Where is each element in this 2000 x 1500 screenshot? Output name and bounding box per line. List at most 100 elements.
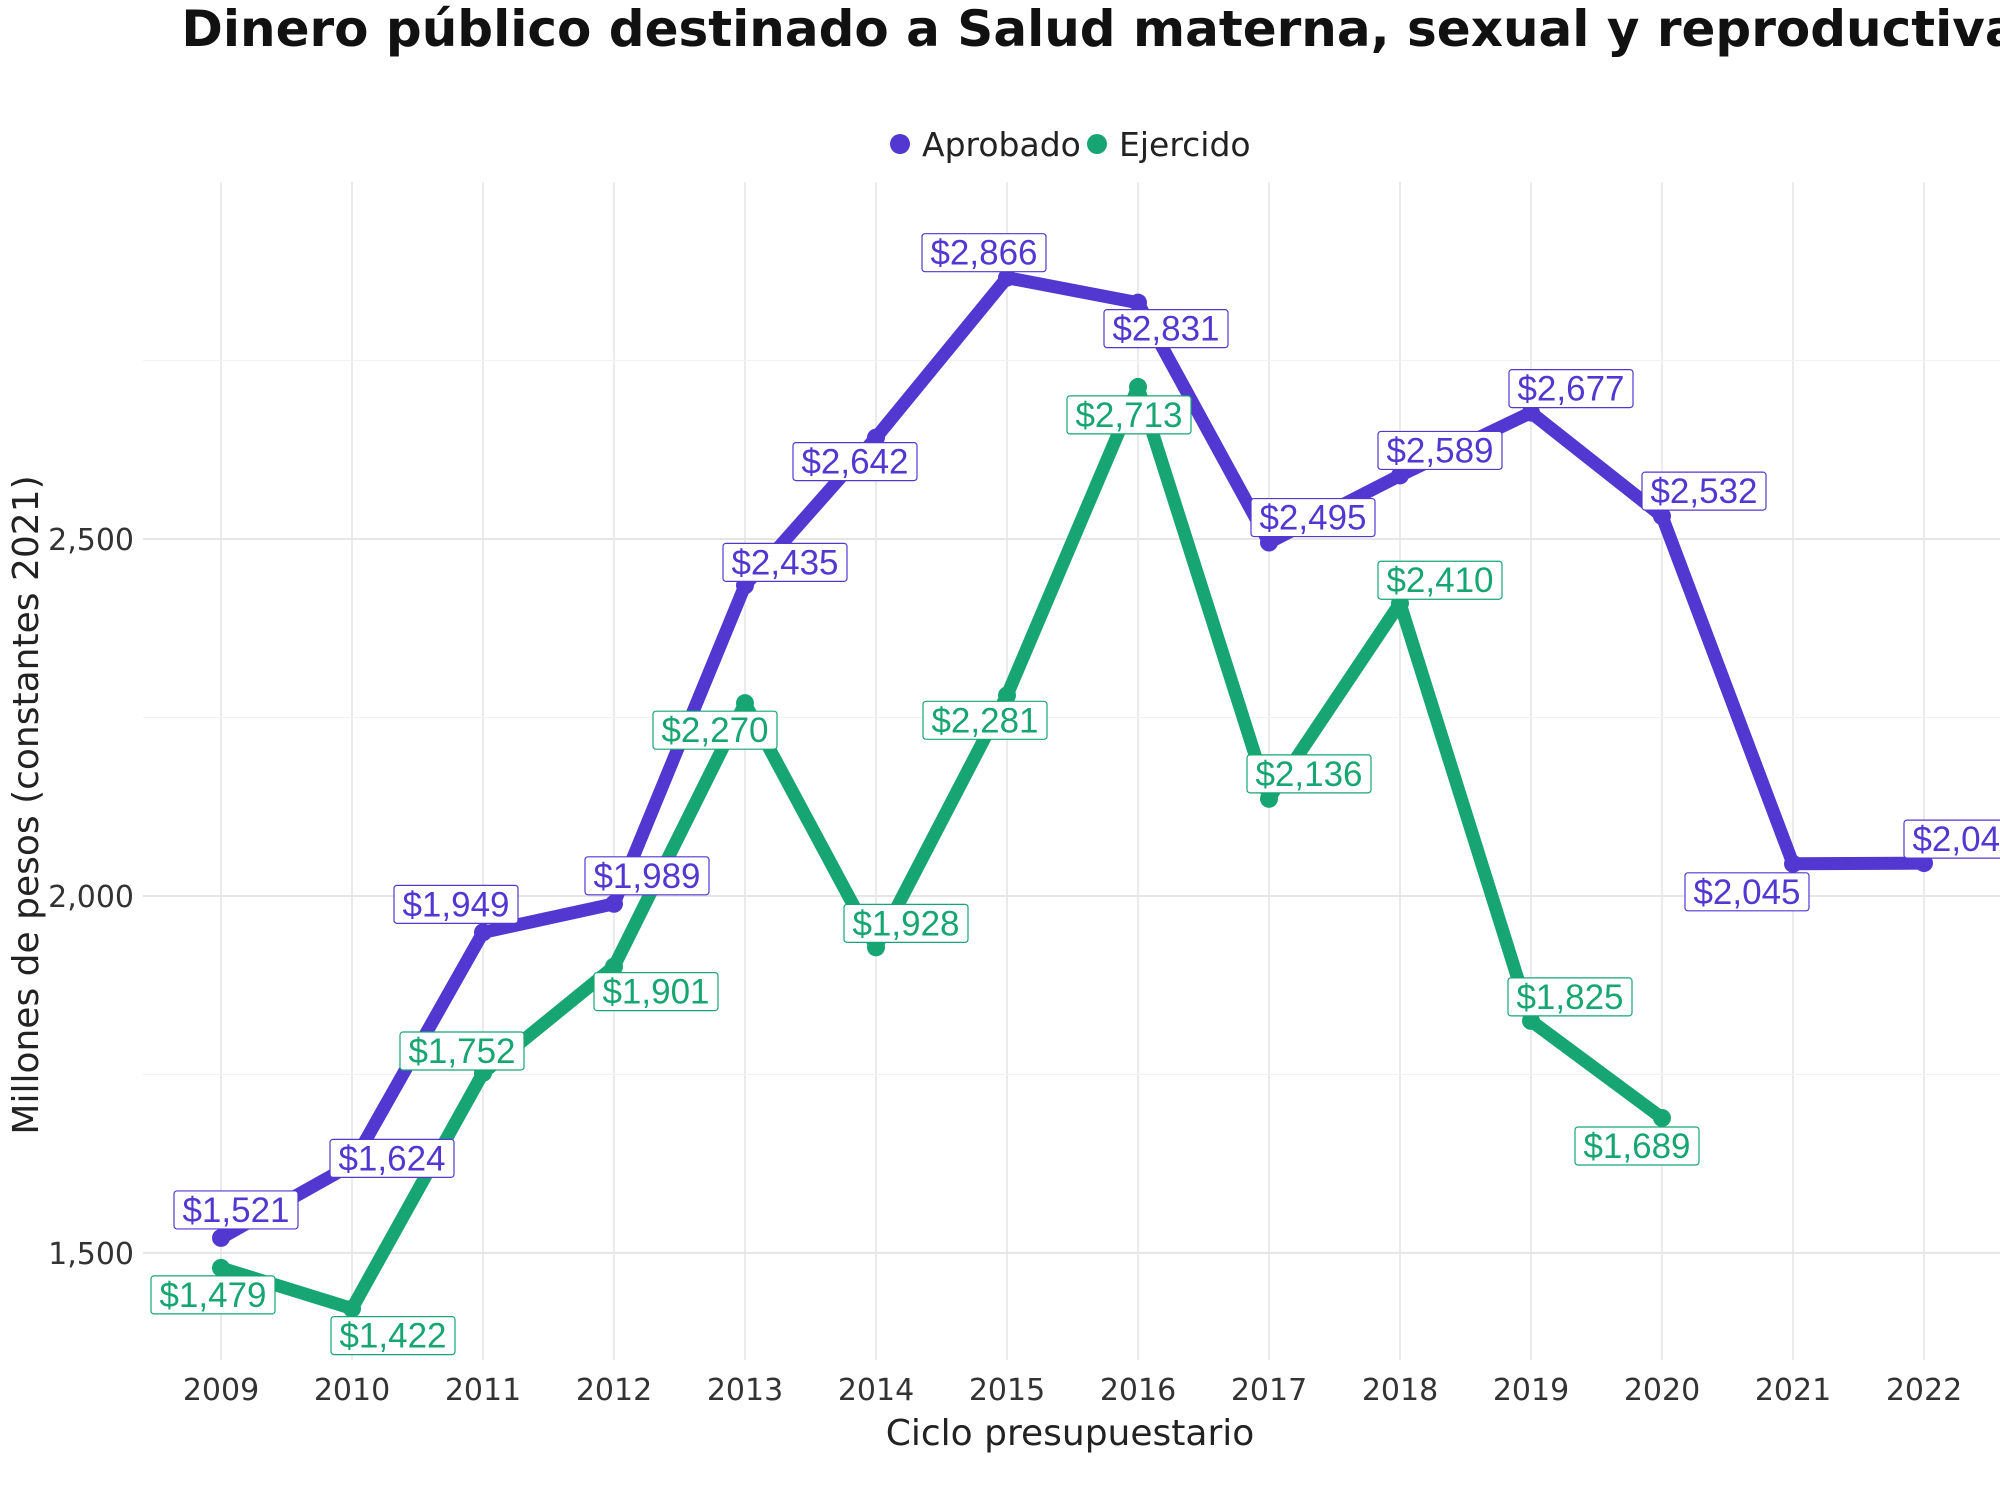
data-label-box (1066, 395, 1192, 435)
data-label-text: $1,949 (402, 885, 509, 924)
data-label-text: $2,270 (661, 711, 768, 750)
data-label-box (150, 1275, 276, 1315)
data-point (212, 1228, 230, 1247)
data-label-ejercido: $2,281 (922, 700, 1048, 740)
data-label-ejercido: $2,270 (652, 710, 778, 750)
legend-item-aprobado: Aprobado (890, 125, 1081, 164)
data-label-aprobado: $1,624 (329, 1138, 455, 1178)
legend-item-ejercido: Ejercido (1087, 125, 1251, 164)
data-label-ejercido: $1,928 (843, 903, 969, 943)
data-labels-layer: $1,521 $1,624 $1,949 $1,989 $2,435 $2,642 $2,8… (150, 233, 2000, 1356)
data-label-box (1508, 369, 1634, 409)
data-label-text: $1,989 (593, 857, 700, 896)
data-label-box (1684, 872, 1810, 912)
y-axis-ticks: 1,500 2,000 2,500 (48, 523, 134, 1272)
data-label-aprobado: $2,831 (1103, 309, 1229, 349)
data-point (1260, 533, 1278, 552)
data-label-ejercido: $1,422 (330, 1315, 456, 1356)
data-point (474, 923, 492, 942)
data-label-text: $2,866 (930, 234, 1037, 273)
data-label-text: $2,589 (1386, 431, 1493, 470)
data-label-text: $2,281 (931, 701, 1038, 740)
data-label-box (922, 700, 1048, 740)
data-label-aprobado: $2,435 (722, 542, 848, 582)
data-point (1784, 854, 1802, 873)
data-label-aprobado: $2,866 (921, 233, 1047, 273)
data-point (1129, 377, 1147, 396)
data-label-ejercido: $2,713 (1066, 395, 1192, 435)
data-label-box (1641, 471, 1767, 511)
data-label-box (1507, 977, 1633, 1017)
data-point (1653, 507, 1671, 526)
data-label-box (399, 1031, 525, 1071)
data-label-aprobado: $1,521 (173, 1190, 299, 1230)
data-label-aprobado: $2,642 (792, 441, 918, 482)
x-tick-label: 2013 (707, 1373, 783, 1408)
legend-label: Ejercido (1119, 125, 1251, 164)
series-line (214, 380, 1669, 1316)
data-label-aprobado: $1,989 (584, 856, 710, 896)
data-label-text: $2,136 (1255, 755, 1362, 794)
series-line (214, 271, 1931, 1245)
data-point (605, 894, 623, 913)
y-tick-label: 2,500 (48, 523, 134, 558)
x-tick-label: 2019 (1493, 1373, 1569, 1408)
x-tick-label: 2017 (1231, 1373, 1307, 1408)
data-label-box (1246, 754, 1372, 794)
data-point (343, 1299, 361, 1318)
data-label-text: $1,928 (852, 904, 959, 943)
data-label-box (330, 1315, 456, 1356)
x-tick-label: 2022 (1886, 1373, 1962, 1408)
data-label-box (921, 233, 1047, 273)
data-point (1260, 789, 1278, 808)
data-label-box (329, 1138, 455, 1178)
data-label-aprobado: $2,532 (1641, 471, 1767, 511)
y-tick-label: 2,000 (48, 880, 134, 915)
data-point (605, 957, 623, 976)
x-tick-label: 2010 (314, 1373, 390, 1408)
data-label-aprobado: $2,495 (1250, 497, 1376, 538)
data-label-text: $1,825 (1516, 978, 1623, 1017)
chart-title: Dinero público destinado a Salud materna… (181, 0, 2000, 58)
data-label-text: $1,479 (159, 1276, 266, 1315)
data-label-text: $1,624 (338, 1139, 445, 1178)
data-point (998, 268, 1016, 287)
data-label-text: $2,045 (1693, 873, 1800, 912)
y-tick-label: 1,500 (48, 1237, 134, 1272)
data-label-text: $2,046 (1912, 820, 2000, 859)
data-label-ejercido: $1,901 (593, 972, 719, 1012)
data-label-box (1103, 309, 1229, 349)
data-label-aprobado: $2,589 (1377, 430, 1503, 470)
data-label-text: $1,521 (182, 1191, 289, 1230)
data-label-box (652, 710, 778, 750)
data-label-aprobado: $2,677 (1508, 369, 1634, 409)
data-label-text: $1,752 (408, 1032, 515, 1071)
x-tick-label: 2014 (838, 1373, 914, 1408)
data-label-ejercido: $1,479 (150, 1275, 276, 1315)
x-tick-label: 2011 (445, 1373, 521, 1408)
data-label-box (1574, 1126, 1700, 1166)
data-label-box (593, 972, 719, 1012)
data-label-ejercido: $1,752 (399, 1031, 525, 1071)
legend-label: Aprobado (922, 125, 1081, 164)
data-label-text: $2,677 (1517, 370, 1624, 409)
data-label-ejercido: $2,410 (1377, 560, 1503, 600)
data-label-text: $2,532 (1650, 472, 1757, 511)
data-point (1391, 466, 1409, 485)
x-tick-label: 2021 (1755, 1373, 1831, 1408)
data-label-box (173, 1190, 299, 1230)
data-label-text: $2,410 (1386, 561, 1493, 600)
x-tick-label: 2009 (183, 1373, 259, 1408)
data-label-aprobado: $1,949 (393, 884, 519, 924)
x-axis-ticks: 2009 2010 2011 2012 2013 2014 2015 2016 2017 2018… (183, 1373, 1962, 1408)
data-label-aprobado: $2,046 (1903, 819, 2000, 859)
data-label-box (843, 903, 969, 943)
x-tick-label: 2015 (969, 1373, 1045, 1408)
data-label-ejercido: $1,825 (1507, 977, 1633, 1017)
data-label-box (722, 542, 848, 582)
data-label-box (1903, 819, 2000, 859)
x-tick-label: 2012 (576, 1373, 652, 1408)
legend-marker (1087, 134, 1107, 154)
x-axis-title: Ciclo presupuestario (886, 1413, 1255, 1454)
